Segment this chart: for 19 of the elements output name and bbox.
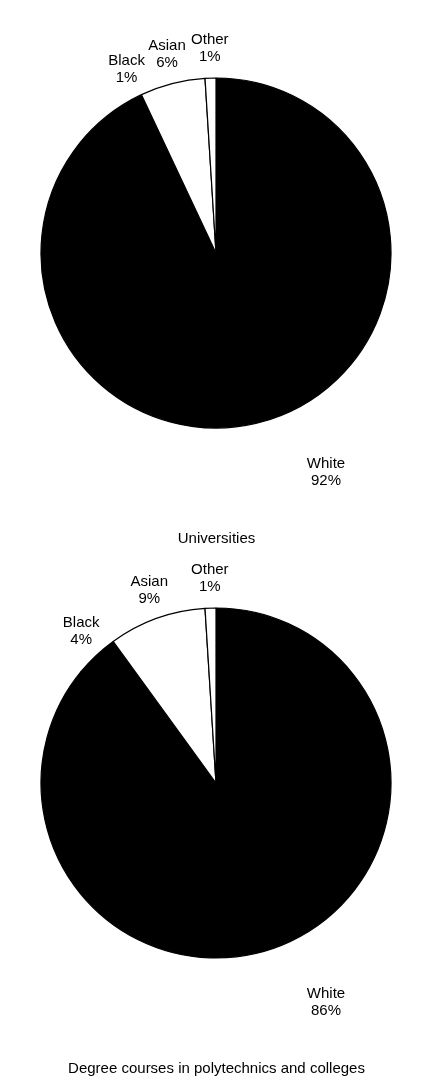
slice-label: Black xyxy=(108,51,146,69)
text: Degree courses in polytechnics and colleges xyxy=(68,1059,365,1076)
data-label: 6% xyxy=(156,53,178,71)
slice-label: Other xyxy=(191,560,229,578)
data-label: 1% xyxy=(198,47,221,65)
slice-label: White xyxy=(306,454,346,471)
slice-label: White xyxy=(306,984,346,1001)
data-label: 86% xyxy=(310,1001,342,1018)
slice-label: Other xyxy=(191,30,229,48)
slice-label: Asian xyxy=(148,36,186,54)
slice-label: Asian xyxy=(130,571,169,589)
data-label: 9% xyxy=(138,588,161,606)
data-label: 1% xyxy=(115,68,138,86)
data-label: 92% xyxy=(310,471,342,488)
data-label: 4% xyxy=(70,630,92,648)
pie-slice xyxy=(40,607,392,959)
slice-label: Black xyxy=(62,613,100,631)
data-label: 1% xyxy=(198,577,221,595)
text: Universities xyxy=(177,529,256,546)
